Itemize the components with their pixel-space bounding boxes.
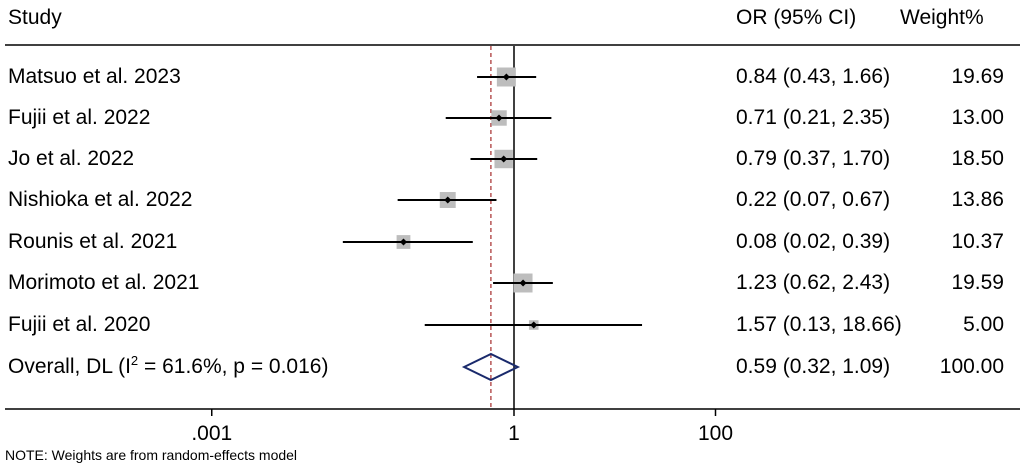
study-ci-text: 0.08 (0.02, 0.39) [736,230,891,253]
study-weight: 5.00 [963,313,1004,336]
study-label: Jo et al. 2022 [8,147,135,170]
study-header: Study [8,6,62,29]
study-ci-text: 0.71 (0.21, 2.35) [736,106,891,129]
point-estimate [444,196,452,204]
footnote: NOTE: Weights are from random-effects mo… [5,447,298,463]
overall-ci-text: 0.59 (0.32, 1.09) [736,355,891,378]
point-estimate [500,155,508,163]
point-estimate [399,238,407,246]
x-tick-label: .001 [191,422,232,445]
overall-weight: 100.00 [939,355,1004,378]
overall-label-sup: 2 [130,353,139,368]
overall-diamond [461,352,521,382]
study-label: Fujii et al. 2020 [8,313,151,336]
study-label: Matsuo et al. 2023 [8,65,181,88]
study-weight: 13.86 [951,188,1004,211]
study-weight: 13.00 [951,106,1004,129]
study-label: Morimoto et al. 2021 [8,271,200,294]
study-ci-text: 1.23 (0.62, 2.43) [736,271,891,294]
x-tick-label: 1 [508,422,520,445]
study-label: Nishioka et al. 2022 [8,188,193,211]
study-label: Fujii et al. 2022 [8,106,151,129]
study-label: Rounis et al. 2021 [8,230,178,253]
study-ci-text: 0.79 (0.37, 1.70) [736,147,891,170]
overall-label-prefix: Overall, DL (I [8,355,131,378]
ci-header: OR (95% CI) [736,6,857,29]
study-weight: 10.37 [951,230,1004,253]
overall-label-suffix: = 61.6%, p = 0.016) [138,355,329,378]
x-tick-label: 100 [698,422,733,445]
study-ci-text: 0.22 (0.07, 0.67) [736,188,891,211]
point-estimate [502,73,510,81]
point-estimate [530,321,538,329]
weight-header: Weight% [900,6,984,29]
study-weight: 19.69 [951,65,1004,88]
study-ci-text: 0.84 (0.43, 1.66) [736,65,891,88]
point-estimate [519,279,527,287]
overall-label: Overall, DL (I2 = 61.6%, p = 0.016) [8,353,329,379]
study-ci-text: 1.57 (0.13, 18.66) [736,313,902,336]
study-weight: 19.59 [951,271,1004,294]
point-estimate [495,114,503,122]
study-weight: 18.50 [951,147,1004,170]
